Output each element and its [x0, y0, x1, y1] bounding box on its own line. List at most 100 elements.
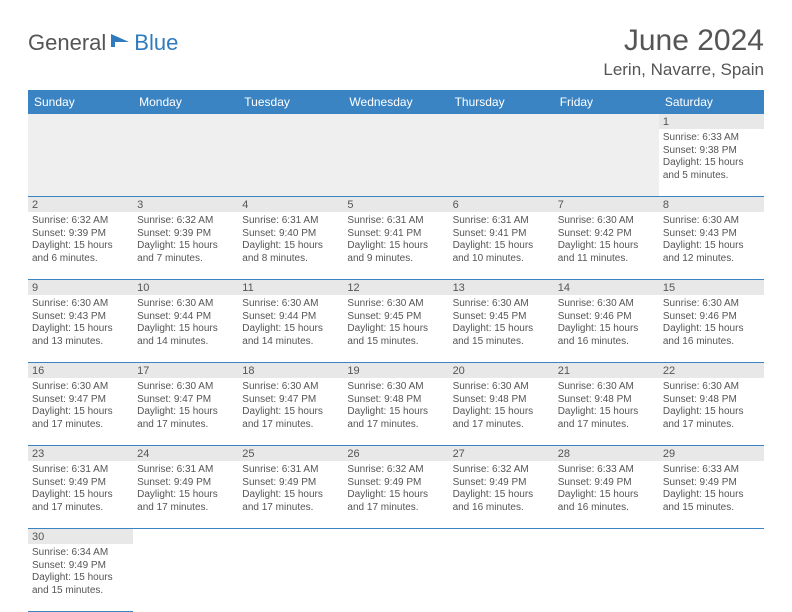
daylight: Daylight: 15 hours and 15 minutes. [32, 572, 129, 597]
logo-flag-icon [110, 32, 132, 55]
logo-text-blue: Blue [134, 30, 178, 56]
daylight: Daylight: 15 hours and 17 minutes. [347, 406, 444, 431]
day-header-cell: Monday [133, 90, 238, 114]
daylight: Daylight: 15 hours and 15 minutes. [453, 323, 550, 348]
daylight: Daylight: 15 hours and 16 minutes. [663, 323, 760, 348]
daylight: Daylight: 15 hours and 11 minutes. [558, 240, 655, 265]
daylight: Daylight: 15 hours and 12 minutes. [663, 240, 760, 265]
sunset: Sunset: 9:48 PM [663, 394, 760, 407]
sunrise: Sunrise: 6:30 AM [242, 381, 339, 394]
day-number: 21 [554, 363, 659, 378]
sunset: Sunset: 9:40 PM [242, 228, 339, 241]
location: Lerin, Navarre, Spain [603, 60, 764, 80]
month-title: June 2024 [603, 24, 764, 58]
day-cell: Sunrise: 6:31 AMSunset: 9:49 PMDaylight:… [28, 461, 133, 529]
day-number: 17 [133, 363, 238, 378]
day-number [133, 114, 238, 129]
daynum-row: 23242526272829 [28, 446, 764, 461]
day-cell [449, 129, 554, 197]
day-cell: Sunrise: 6:30 AMSunset: 9:42 PMDaylight:… [554, 212, 659, 280]
day-number: 13 [449, 280, 554, 295]
day-cell: Sunrise: 6:32 AMSunset: 9:49 PMDaylight:… [343, 461, 448, 529]
day-header-cell: Sunday [28, 90, 133, 114]
day-cell: Sunrise: 6:30 AMSunset: 9:47 PMDaylight:… [28, 378, 133, 446]
sunrise: Sunrise: 6:30 AM [242, 298, 339, 311]
logo: General Blue [28, 30, 178, 56]
day-number: 8 [659, 197, 764, 212]
day-number: 2 [28, 197, 133, 212]
day-cell: Sunrise: 6:30 AMSunset: 9:45 PMDaylight:… [343, 295, 448, 363]
day-number: 14 [554, 280, 659, 295]
day-number: 5 [343, 197, 448, 212]
day-cell: Sunrise: 6:30 AMSunset: 9:43 PMDaylight:… [659, 212, 764, 280]
sunset: Sunset: 9:47 PM [32, 394, 129, 407]
day-number: 6 [449, 197, 554, 212]
sunrise: Sunrise: 6:30 AM [32, 381, 129, 394]
day-cell [133, 129, 238, 197]
sunset: Sunset: 9:46 PM [663, 311, 760, 324]
day-number: 26 [343, 446, 448, 461]
title-block: June 2024 Lerin, Navarre, Spain [603, 24, 764, 80]
daylight: Daylight: 15 hours and 17 minutes. [32, 406, 129, 431]
day-cell: Sunrise: 6:30 AMSunset: 9:47 PMDaylight:… [133, 378, 238, 446]
sunset: Sunset: 9:43 PM [32, 311, 129, 324]
day-number [449, 529, 554, 544]
day-cell [554, 129, 659, 197]
day-number: 23 [28, 446, 133, 461]
calendar: SundayMondayTuesdayWednesdayThursdayFrid… [28, 90, 764, 612]
sunrise: Sunrise: 6:30 AM [558, 215, 655, 228]
week-row: Sunrise: 6:30 AMSunset: 9:43 PMDaylight:… [28, 295, 764, 363]
header: General Blue June 2024 Lerin, Navarre, S… [28, 24, 764, 80]
day-number [554, 114, 659, 129]
day-header-cell: Tuesday [238, 90, 343, 114]
sunset: Sunset: 9:47 PM [137, 394, 234, 407]
sunrise: Sunrise: 6:33 AM [663, 132, 760, 145]
sunrise: Sunrise: 6:31 AM [242, 464, 339, 477]
sunrise: Sunrise: 6:30 AM [137, 298, 234, 311]
sunrise: Sunrise: 6:32 AM [347, 464, 444, 477]
day-number: 27 [449, 446, 554, 461]
sunset: Sunset: 9:48 PM [347, 394, 444, 407]
sunset: Sunset: 9:45 PM [347, 311, 444, 324]
day-cell: Sunrise: 6:30 AMSunset: 9:47 PMDaylight:… [238, 378, 343, 446]
day-header-cell: Wednesday [343, 90, 448, 114]
daylight: Daylight: 15 hours and 17 minutes. [347, 489, 444, 514]
day-cell: Sunrise: 6:30 AMSunset: 9:44 PMDaylight:… [133, 295, 238, 363]
day-cell: Sunrise: 6:31 AMSunset: 9:41 PMDaylight:… [343, 212, 448, 280]
day-number [238, 529, 343, 544]
week-row: Sunrise: 6:33 AMSunset: 9:38 PMDaylight:… [28, 129, 764, 197]
sunrise: Sunrise: 6:30 AM [663, 298, 760, 311]
day-cell: Sunrise: 6:32 AMSunset: 9:39 PMDaylight:… [133, 212, 238, 280]
daylight: Daylight: 15 hours and 17 minutes. [32, 489, 129, 514]
day-cell: Sunrise: 6:30 AMSunset: 9:48 PMDaylight:… [449, 378, 554, 446]
daylight: Daylight: 15 hours and 17 minutes. [242, 406, 339, 431]
day-number [343, 529, 448, 544]
sunrise: Sunrise: 6:34 AM [32, 547, 129, 560]
day-number: 20 [449, 363, 554, 378]
sunrise: Sunrise: 6:31 AM [32, 464, 129, 477]
day-number: 25 [238, 446, 343, 461]
daynum-row: 16171819202122 [28, 363, 764, 378]
daylight: Daylight: 15 hours and 17 minutes. [663, 406, 760, 431]
sunset: Sunset: 9:49 PM [137, 477, 234, 490]
day-cell: Sunrise: 6:30 AMSunset: 9:48 PMDaylight:… [659, 378, 764, 446]
week-row: Sunrise: 6:30 AMSunset: 9:47 PMDaylight:… [28, 378, 764, 446]
day-number [659, 529, 764, 544]
sunset: Sunset: 9:39 PM [137, 228, 234, 241]
sunrise: Sunrise: 6:30 AM [663, 381, 760, 394]
sunrise: Sunrise: 6:30 AM [453, 381, 550, 394]
day-number: 15 [659, 280, 764, 295]
day-number [343, 114, 448, 129]
day-cell: Sunrise: 6:31 AMSunset: 9:40 PMDaylight:… [238, 212, 343, 280]
daylight: Daylight: 15 hours and 13 minutes. [32, 323, 129, 348]
daylight: Daylight: 15 hours and 17 minutes. [242, 489, 339, 514]
daynum-row: 1 [28, 114, 764, 129]
day-cell: Sunrise: 6:31 AMSunset: 9:49 PMDaylight:… [133, 461, 238, 529]
daylight: Daylight: 15 hours and 5 minutes. [663, 157, 760, 182]
day-cell: Sunrise: 6:32 AMSunset: 9:49 PMDaylight:… [449, 461, 554, 529]
day-number [28, 114, 133, 129]
sunset: Sunset: 9:44 PM [242, 311, 339, 324]
day-cell [238, 544, 343, 612]
day-cell: Sunrise: 6:32 AMSunset: 9:39 PMDaylight:… [28, 212, 133, 280]
day-header-cell: Saturday [659, 90, 764, 114]
